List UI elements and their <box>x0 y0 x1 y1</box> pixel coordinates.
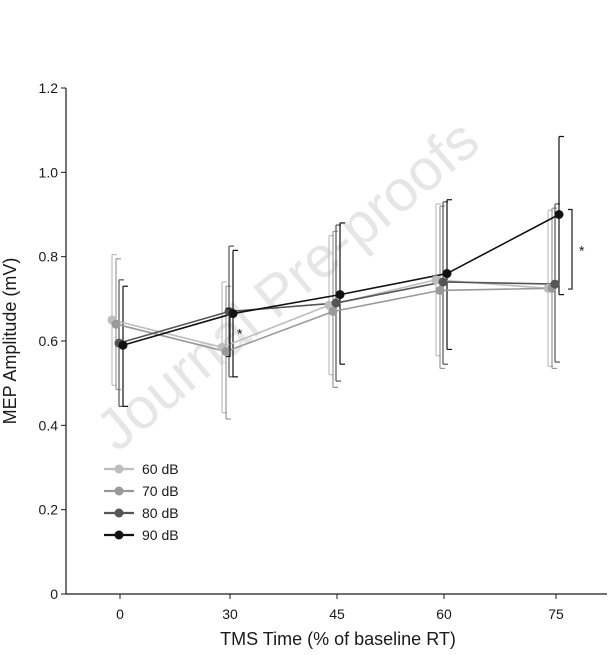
axes: 0 0.2 0.4 0.6 0.8 1.0 1.2 0 30 45 60 75 <box>39 80 607 622</box>
y-axis-title: MEP Amplitude (mV) <box>0 258 20 425</box>
data-point <box>442 269 452 279</box>
data-point <box>431 275 441 285</box>
data-point <box>550 279 560 289</box>
data-point <box>438 277 448 287</box>
y-tick-label: 1.0 <box>39 164 59 180</box>
y-tick-label: 0.6 <box>39 333 59 349</box>
legend-marker <box>114 464 124 474</box>
data-point <box>335 290 345 300</box>
legend-marker <box>114 508 124 518</box>
data-point <box>228 309 238 319</box>
data-point <box>111 319 121 329</box>
legend-label: 70 dB <box>142 483 179 499</box>
x-tick-label: 45 <box>329 606 345 622</box>
legend-marker <box>114 530 124 540</box>
significance-annotations: ** <box>226 208 585 358</box>
data-point <box>331 298 341 308</box>
legend-label: 80 dB <box>142 505 179 521</box>
y-tick-label: 0.8 <box>39 249 59 265</box>
data-point <box>221 347 231 357</box>
significance-star: * <box>237 326 243 342</box>
data-point <box>118 340 128 350</box>
y-tick-label: 1.2 <box>39 80 59 96</box>
legend-label: 90 dB <box>142 527 179 543</box>
data-point <box>328 306 338 316</box>
data-point <box>435 285 445 295</box>
x-tick-label: 60 <box>436 606 452 622</box>
data-points <box>107 210 564 357</box>
significance-star: * <box>579 242 585 258</box>
significance-bracket <box>226 307 231 358</box>
legend-label: 60 dB <box>142 461 179 477</box>
x-axis-title: TMS Time (% of baseline RT) <box>220 629 456 649</box>
significance-bracket <box>568 208 573 290</box>
y-tick-label: 0.2 <box>39 502 59 518</box>
y-tick-label: 0 <box>50 586 58 602</box>
legend-marker <box>114 486 124 496</box>
data-point <box>554 210 564 219</box>
x-tick-label: 0 <box>116 606 124 622</box>
y-tick-label: 0.4 <box>39 417 59 433</box>
legend: 60 dB 70 dB 80 dB 90 dB <box>104 461 179 543</box>
x-tick-label: 30 <box>222 606 238 622</box>
x-tick-label: 75 <box>548 606 564 622</box>
